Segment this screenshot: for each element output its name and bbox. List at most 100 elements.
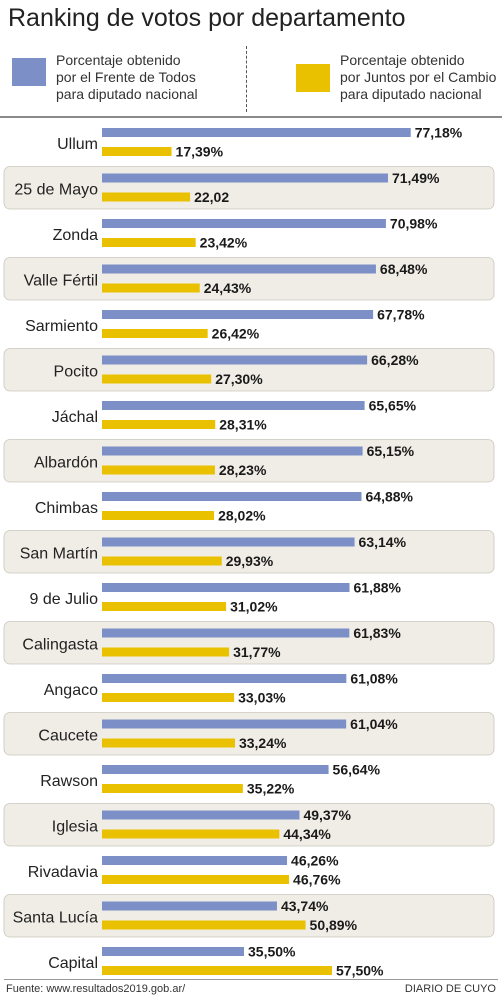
category-label-pocito: Pocito [54,363,99,380]
bar-frente-jachal [102,401,365,410]
header-rule [0,116,502,118]
bar-juntos-calingasta [102,647,230,657]
value-label-juntos-valle-fertil: 24,43% [204,280,252,296]
legend-divider [246,46,247,112]
value-label-frente-rawson: 56,64% [333,762,381,778]
bar-frente-san-martin [102,537,355,547]
category-label-ullum: Ullum [57,136,98,153]
value-label-frente-zonda: 70,98% [390,216,438,232]
value-label-frente-sarmiento: 67,78% [377,307,425,323]
value-label-juntos-ullum: 17,39% [176,144,224,160]
value-label-frente-valle-fertil: 68,48% [380,261,428,277]
value-label-juntos-rawson: 35,22% [247,781,295,797]
value-label-juntos-sarmiento: 26,42% [212,326,260,342]
bar-juntos-albardon [102,465,215,475]
value-label-juntos-capital: 57,50% [336,963,384,979]
value-label-frente-capital: 35,50% [248,944,296,960]
value-label-juntos-zonda: 23,42% [200,235,248,251]
value-label-frente-albardon: 65,15% [367,443,415,459]
bar-juntos-rawson [102,784,243,793]
bar-juntos-ullum [102,147,172,156]
bar-frente-valle-fertil [102,264,376,274]
category-label-jachal: Jáchal [52,409,98,426]
legend: Porcentaje obtenido por el Frente de Tod… [0,44,502,118]
value-label-frente-santa-lucia: 43,74% [281,898,329,914]
value-label-juntos-pocito: 27,30% [215,371,263,387]
value-label-frente-rivadavia: 46,26% [291,853,339,869]
category-label-rawson: Rawson [40,773,98,790]
legend-label-juntos: Porcentaje obtenido por Juntos por el Ca… [340,52,496,103]
bar-frente-iglesia [102,810,300,820]
category-label-25-de-mayo: 25 de Mayo [14,181,98,198]
value-label-juntos-9-de-julio: 31,02% [230,599,278,615]
category-label-iglesia: Iglesia [52,818,98,835]
bar-frente-caucete [102,719,347,729]
bar-frente-pocito [102,355,368,365]
value-label-juntos-santa-lucia: 50,89% [310,917,358,933]
bar-frente-zonda [102,219,386,228]
legend-label-frente: Porcentaje obtenido por el Frente de Tod… [56,52,198,103]
bar-frente-chimbas [102,492,362,501]
bar-juntos-santa-lucia [102,920,306,930]
category-label-san-martin: San Martín [20,545,98,562]
bar-frente-sarmiento [102,310,374,319]
category-label-9-de-julio: 9 de Julio [30,591,99,608]
value-label-juntos-chimbas: 28,02% [218,508,266,524]
value-label-frente-angaco: 61,08% [350,671,398,687]
bar-frente-9-de-julio [102,583,350,592]
value-label-frente-25-de-mayo: 71,49% [392,170,440,186]
bar-juntos-san-martin [102,556,222,566]
bar-frente-25-de-mayo [102,173,388,183]
category-label-chimbas: Chimbas [35,500,98,517]
footer: Fuente: www.resultados2019.gob.ar/ DIARI… [4,979,498,999]
value-label-juntos-angaco: 33,03% [238,690,286,706]
value-label-juntos-25-de-mayo: 22,02 [194,189,229,205]
bar-frente-santa-lucia [102,901,277,911]
bar-juntos-sarmiento [102,329,208,338]
bar-juntos-zonda [102,238,196,247]
bar-juntos-valle-fertil [102,283,200,293]
bar-frente-calingasta [102,628,350,638]
publisher-brand: DIARIO DE CUYO [404,983,496,995]
category-label-zonda: Zonda [53,227,98,244]
category-label-calingasta: Calingasta [22,636,98,653]
category-label-caucete: Caucete [38,727,98,744]
chart-title: Ranking de votos por departamento [8,4,406,32]
value-label-frente-jachal: 65,65% [369,398,417,414]
legend-swatch-frente [12,58,46,86]
value-label-frente-chimbas: 64,88% [366,489,414,505]
value-label-frente-caucete: 61,04% [350,716,398,732]
bar-juntos-caucete [102,738,235,748]
value-label-juntos-calingasta: 31,77% [233,644,281,660]
bar-frente-rawson [102,765,329,774]
source-note: Fuente: www.resultados2019.gob.ar/ [6,983,186,995]
legend-juntos-line-2: por Juntos por el Cambio [340,69,497,85]
category-label-valle-fertil: Valle Fértil [24,272,98,289]
bar-frente-albardon [102,446,363,456]
legend-juntos-line-3: para diputado nacional [340,86,482,102]
category-label-albardon: Albardón [34,454,98,471]
legend-frente-line-3: para diputado nacional [56,86,198,102]
value-label-frente-9-de-julio: 61,88% [354,580,402,596]
category-label-angaco: Angaco [44,682,98,699]
value-label-juntos-san-martin: 29,93% [226,553,274,569]
bar-frente-ullum [102,128,411,137]
bar-juntos-capital [102,966,332,975]
value-label-frente-pocito: 66,28% [371,352,419,368]
value-label-frente-iglesia: 49,37% [303,807,351,823]
legend-frente-line-2: por el Frente de Todos [56,69,196,85]
category-label-capital: Capital [48,955,98,972]
value-label-juntos-rivadavia: 46,76% [293,872,341,888]
category-label-rivadavia: Rivadavia [28,864,98,881]
bar-juntos-iglesia [102,829,280,839]
value-label-frente-ullum: 77,18% [415,125,463,141]
bar-frente-rivadavia [102,856,288,865]
legend-juntos-line-1: Porcentaje obtenido [340,52,465,68]
value-label-juntos-albardon: 28,23% [219,462,267,478]
legend-frente-line-1: Porcentaje obtenido [56,52,181,68]
bar-frente-capital [102,947,244,956]
value-label-juntos-jachal: 28,31% [219,417,267,433]
bar-juntos-9-de-julio [102,602,227,611]
bar-juntos-jachal [102,420,216,429]
